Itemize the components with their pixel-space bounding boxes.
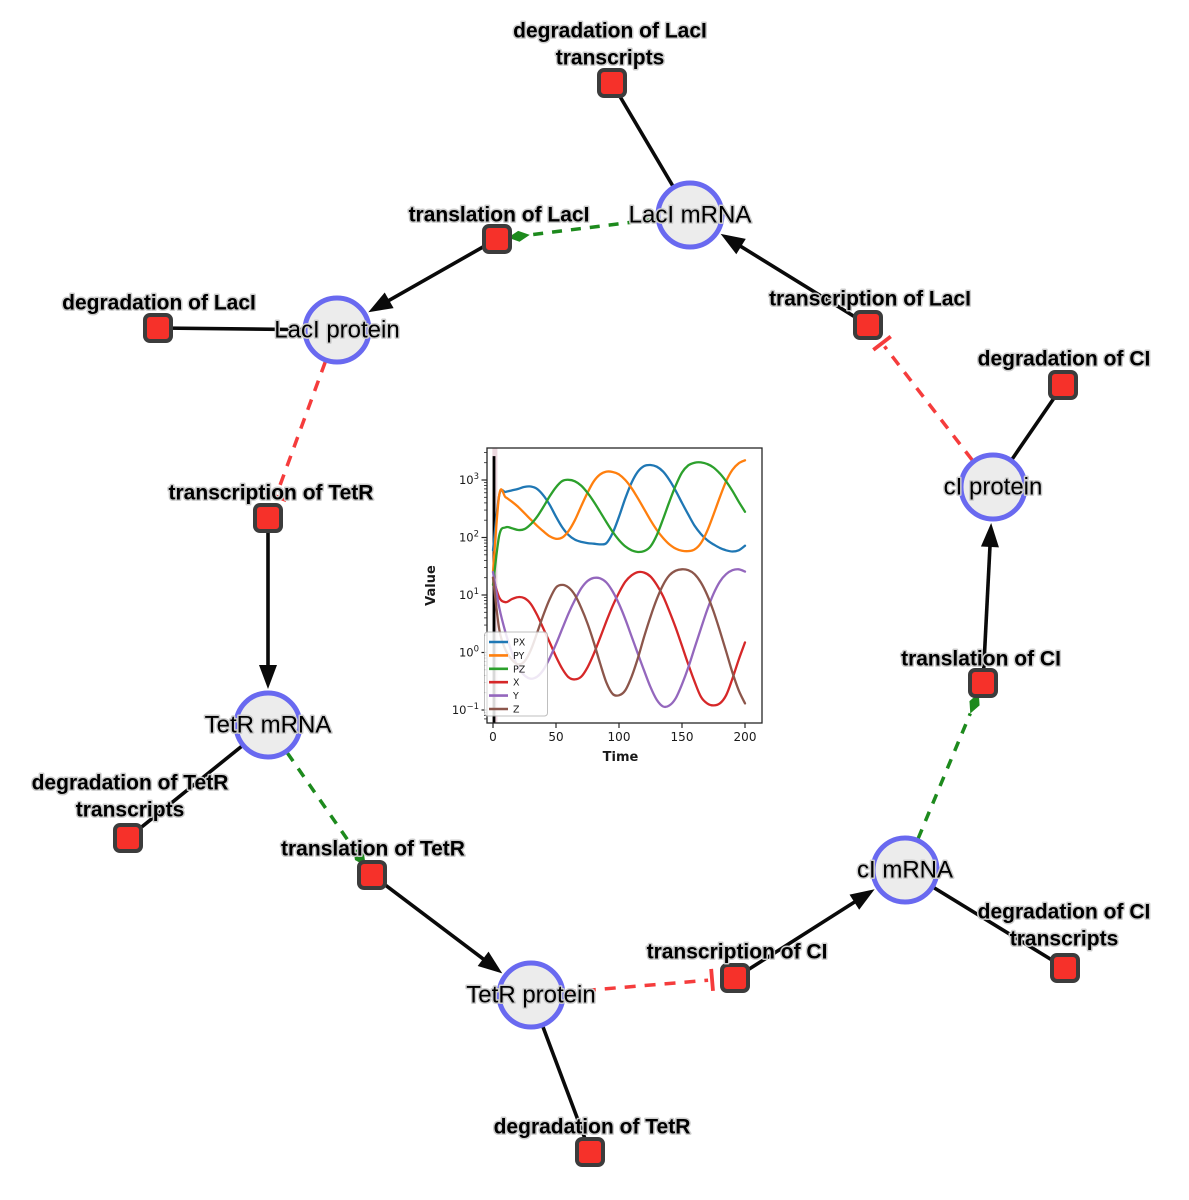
- labels-layer: degradation of LacI transcripts translatio…: [30, 18, 1152, 1140]
- x-tick-label: 100: [608, 730, 631, 744]
- x-tick-label: 50: [548, 730, 563, 744]
- reaction-node-deg_ci_tx[interactable]: [1050, 953, 1080, 983]
- reaction-label-tx_tetr: transcription of TetR: [169, 482, 374, 505]
- species-node-ci_protein[interactable]: [958, 452, 1028, 522]
- edge-ci_mrna-transl_ci: [916, 712, 972, 840]
- y-tick-label: 102: [459, 530, 479, 545]
- species-node-tetr_mrna[interactable]: [233, 690, 303, 760]
- reaction-label-transl_ci: translation of CI: [901, 648, 1061, 671]
- series-X: [491, 570, 747, 707]
- edge-tetr_mrna-transl_tetr: [285, 751, 355, 849]
- species-node-ci_mrna[interactable]: [870, 835, 940, 905]
- reaction-node-deg_laci[interactable]: [143, 313, 173, 343]
- edge-laci_mrna-transl_laci: [529, 217, 657, 237]
- edge-tx_ci-ci_mrna-arrowhead: [849, 889, 875, 910]
- edge-laci_mrna-deg_laci_tx: [610, 82, 675, 187]
- reaction-label-deg_tetr_tx: degradation of TetR: [32, 772, 229, 795]
- species-label-tetr_protein: TetR protein: [466, 982, 595, 1009]
- edge-laci_mrna-transl_laci-diamond: [507, 230, 530, 242]
- y-tick-label: 10−1: [452, 702, 479, 717]
- reaction-node-deg_tetr_tx[interactable]: [113, 823, 143, 853]
- reaction-label-deg_ci_tx: transcripts: [1010, 928, 1119, 951]
- reaction-label-deg_tetr_tx: transcripts: [76, 799, 185, 822]
- edge-transl_ci-ci_protein-arrowhead: [980, 522, 999, 548]
- species-label-laci_mrna: LacI mRNA: [629, 202, 752, 229]
- edge-transl_laci-laci_protein-arrowhead: [368, 292, 394, 313]
- x-tick-label: 150: [671, 730, 694, 744]
- edge-tx_laci-laci_mrna-arrowhead: [720, 233, 746, 255]
- species-node-laci_protein[interactable]: [302, 295, 372, 365]
- species-label-ci_protein: cI protein: [944, 474, 1043, 501]
- species-label-ci_mrna: cI mRNA: [857, 857, 953, 884]
- species-node-laci_mrna[interactable]: [655, 180, 725, 250]
- species-label-tetr_mrna: TetR mRNA: [205, 712, 332, 739]
- y-tick-label: 103: [459, 472, 479, 487]
- reaction-node-deg_laci_tx[interactable]: [597, 68, 627, 98]
- reaction-label-deg_ci_tx: degradation of CI: [978, 901, 1151, 924]
- reaction-label-deg_laci_tx: degradation of LacI: [513, 20, 707, 43]
- edge-transl_tetr-tetr_protein-arrowhead: [477, 951, 503, 974]
- edge-tetr_mrna-deg_tetr_tx: [126, 744, 243, 840]
- reaction-label-deg_ci: degradation of CI: [978, 348, 1151, 371]
- legend-label-Z: Z: [513, 705, 520, 716]
- reaction-label-transl_laci: translation of LacI: [409, 204, 590, 227]
- x-axis-label: Time: [603, 750, 639, 765]
- legend-label-PZ: PZ: [513, 664, 526, 675]
- x-tick-label: 200: [734, 730, 757, 744]
- reaction-node-transl_ci[interactable]: [968, 668, 998, 698]
- y-tick-label: 101: [459, 587, 479, 602]
- edge-tetr_protein-tx_ci-tbar: [709, 968, 715, 992]
- reaction-label-tx_ci: transcription of CI: [647, 941, 828, 964]
- edge-laci_protein-deg_laci: [157, 326, 304, 332]
- edge-ci_mrna-transl_ci-diamond: [969, 693, 980, 714]
- x-tick-label: 0: [489, 730, 497, 744]
- edge-tetr_protein-tx_ci: [564, 978, 709, 994]
- reaction-label-tx_laci: transcription of LacI: [769, 288, 971, 311]
- reaction-label-deg_laci_tx: transcripts: [556, 47, 665, 70]
- reaction-node-deg_ci[interactable]: [1048, 370, 1078, 400]
- reaction-node-tx_laci[interactable]: [853, 310, 883, 340]
- series-PX: [491, 463, 747, 553]
- legend-label-PY: PY: [513, 651, 525, 662]
- edges-layer: [126, 82, 1066, 1153]
- edge-tx_tetr-tetr_mrna-arrowhead: [259, 665, 277, 689]
- reaction-node-tx_ci[interactable]: [720, 963, 750, 993]
- edge-tetr_protein-deg_tetr: [541, 1026, 592, 1153]
- series-PZ: [491, 461, 747, 587]
- species-label-laci_protein: LacI protein: [274, 317, 399, 344]
- reaction-label-deg_tetr: degradation of TetR: [494, 1116, 691, 1139]
- edge-transl_tetr-tetr_protein: [370, 873, 496, 969]
- edge-tx_ci-ci_mrna: [734, 893, 868, 980]
- chart-frame: [486, 447, 763, 724]
- y-axis-label: Value: [424, 565, 439, 606]
- edge-ci_protein-tx_laci-tbar: [872, 334, 892, 352]
- species-node-tetr_protein[interactable]: [496, 960, 566, 1030]
- legend-label-X: X: [513, 678, 520, 689]
- reaction-node-tx_tetr[interactable]: [253, 503, 283, 533]
- legend-label-Y: Y: [512, 691, 519, 702]
- edge-tx_laci-laci_mrna: [728, 237, 869, 327]
- reaction-node-transl_laci[interactable]: [482, 224, 512, 254]
- edge-laci_protein-tx_tetr-tbar: [264, 490, 287, 502]
- nodes-layer: [113, 68, 1080, 1167]
- edge-ci_mrna-deg_ci_tx: [933, 886, 1066, 970]
- edge-ci_protein-tx_laci: [883, 345, 974, 462]
- edge-laci_protein-tx_tetr: [275, 361, 327, 494]
- timecourse-chart: 0 50 100 150 20010−1100101102103TimeValuePXP…: [424, 447, 763, 765]
- legend-label-PX: PX: [513, 638, 526, 649]
- series-PY: [491, 459, 747, 574]
- reaction-label-deg_laci: degradation of LacI: [62, 292, 256, 315]
- reaction-node-deg_tetr[interactable]: [575, 1137, 605, 1167]
- reaction-node-transl_tetr[interactable]: [357, 860, 387, 890]
- edge-transl_laci-laci_protein: [376, 237, 498, 309]
- edge-transl_ci-ci_protein: [981, 532, 993, 684]
- y-tick-label: 100: [459, 645, 479, 660]
- reaction-label-transl_tetr: translation of TetR: [281, 838, 465, 861]
- chart-legend: PX PY PZ XYZ: [484, 631, 548, 717]
